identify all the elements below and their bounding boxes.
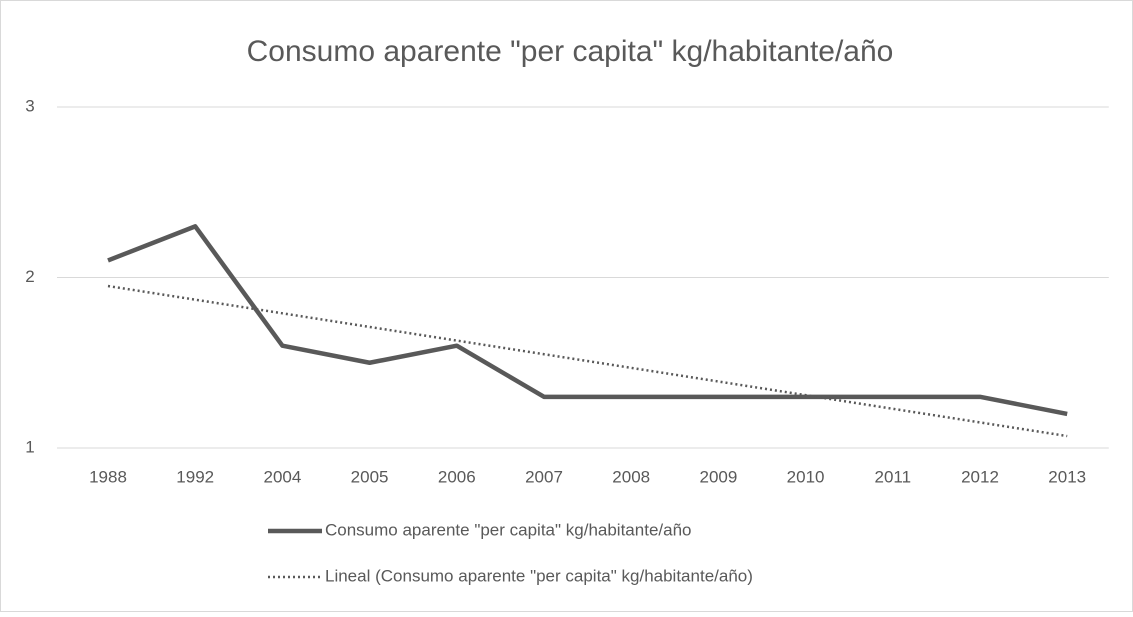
legend-label: Consumo aparente "per capita" kg/habitan…: [325, 520, 691, 539]
x-tick-label: 1988: [89, 467, 127, 486]
x-tick-label: 2007: [525, 467, 563, 486]
x-tick-label: 2011: [875, 467, 912, 486]
y-tick-label: 3: [25, 96, 34, 115]
x-tick-label: 2006: [438, 467, 476, 486]
x-tick-label: 2009: [699, 467, 737, 486]
x-tick-label: 2004: [263, 467, 301, 486]
legend-label: Lineal (Consumo aparente "per capita" kg…: [325, 566, 753, 585]
x-tick-label: 2010: [787, 467, 825, 486]
series-line: [107, 284, 1068, 438]
y-tick-label: 1: [25, 437, 34, 456]
x-tick-label: 1992: [176, 467, 214, 486]
x-tick-label: 2005: [351, 467, 389, 486]
series-line: [107, 224, 1068, 417]
x-tick-label: 2012: [961, 467, 999, 486]
y-tick-label: 2: [25, 267, 34, 286]
chart-title: Consumo aparente "per capita" kg/habitan…: [247, 35, 894, 68]
x-tick-label: 2013: [1048, 467, 1086, 486]
x-tick-label: 2008: [612, 467, 650, 486]
